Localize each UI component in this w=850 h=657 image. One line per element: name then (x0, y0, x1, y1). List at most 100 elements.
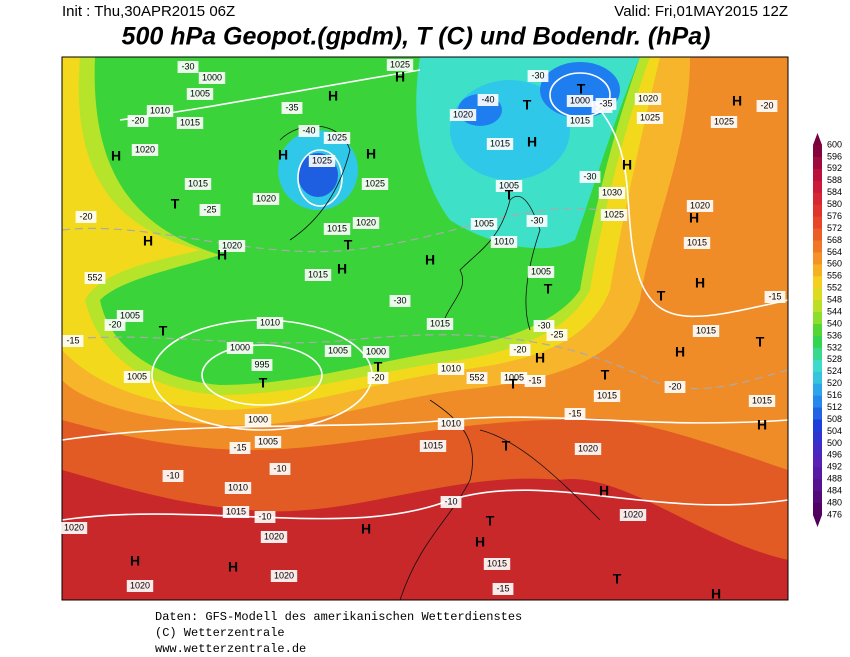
map-labels: H102510001005-3010101015-201020HH-35-401… (60, 59, 786, 602)
label-box (324, 345, 352, 357)
label-box (546, 329, 568, 341)
pressure-center: H (278, 147, 288, 163)
label-box (323, 223, 351, 235)
contour-label: 1005 (258, 436, 278, 446)
label-box (764, 291, 786, 303)
contour-label: 1020 (264, 531, 284, 541)
contour-label: -15 (528, 375, 541, 385)
color-bar-segment (813, 431, 822, 444)
pressure-center: H (535, 350, 545, 366)
contour-label: -30 (583, 171, 596, 181)
label-box (470, 218, 498, 230)
label-box (184, 178, 212, 190)
pressure-center: T (502, 438, 511, 454)
contour-label: -30 (531, 70, 544, 80)
label-box (564, 408, 586, 420)
label-box (449, 109, 477, 121)
contour-label: 1000 (230, 342, 250, 352)
contour-label: 1020 (453, 109, 473, 119)
contour-label: 1020 (64, 522, 84, 532)
contour-label: 1025 (640, 112, 660, 122)
pressure-center: H (475, 534, 485, 550)
contour-label: 1015 (423, 440, 443, 450)
label-box (756, 100, 778, 112)
color-bar-label: 584 (827, 187, 842, 197)
label-box (131, 144, 159, 156)
label-box (362, 346, 390, 358)
contour-label: 1010 (150, 105, 170, 115)
contour-label: 1015 (180, 117, 200, 127)
contour-label: 1020 (135, 144, 155, 154)
contour-label: -10 (273, 463, 286, 473)
color-bar-label: 516 (827, 390, 842, 400)
color-bar-segment (813, 264, 822, 277)
contour-label: 1000 (248, 414, 268, 424)
contour-label: 995 (254, 359, 269, 369)
pressure-center: H (622, 157, 632, 173)
pressure-center: T (159, 323, 168, 339)
label-box (367, 372, 389, 384)
color-bar-label: 488 (827, 474, 842, 484)
contour-label: 1010 (228, 482, 248, 492)
valid-time: Valid: Fri,01MAY2015 12Z (614, 3, 788, 20)
map-frame (61, 56, 789, 601)
pressure-center: H (337, 261, 347, 277)
contour-label: -10 (166, 470, 179, 480)
pressure-center: T (486, 513, 495, 529)
footer-line: Daten: GFS-Modell des amerikanischen Wet… (155, 610, 522, 624)
contour-label: 1000 (366, 346, 386, 356)
label-box (710, 116, 738, 128)
contour-label: -15 (496, 583, 509, 593)
color-bar-label: 552 (827, 283, 842, 293)
color-bar-label: 496 (827, 450, 842, 460)
contour-label: 1010 (494, 236, 514, 246)
color-bar: 600 596 592 588 584 580 576 572 568 564 560 556 552 5… (813, 133, 842, 527)
contour-label: 1020 (222, 240, 242, 250)
label-box (437, 418, 465, 430)
label-box (636, 112, 664, 124)
color-bar-segment (813, 192, 822, 206)
color-bar-segment (813, 419, 822, 432)
pressure-center: H (228, 559, 238, 575)
label-box (146, 105, 174, 117)
contour-label: 1015 (696, 325, 716, 335)
label-box (595, 98, 617, 110)
contour-label: -30 (393, 295, 406, 305)
pressure-center: T (259, 375, 268, 391)
label-box (269, 463, 291, 475)
contour-label: -20 (108, 319, 121, 329)
pressure-center: T (601, 367, 610, 383)
contour-label: 1005 (504, 372, 524, 382)
pressure-center: H (366, 146, 376, 162)
color-bar-segment (813, 180, 822, 194)
color-bar-label: 540 (827, 318, 842, 328)
color-bar-label: 500 (827, 438, 842, 448)
contour-label: 1020 (638, 93, 658, 103)
color-bar-label: 576 (827, 211, 842, 221)
pressure-center: H (695, 275, 705, 291)
contour-label: 1025 (390, 59, 410, 69)
pressure-center: T (374, 359, 383, 375)
pressure-center: H (143, 233, 153, 249)
label-box (495, 180, 523, 192)
color-bar-label: 572 (827, 223, 842, 233)
label-box (386, 59, 414, 71)
pressure-center: H (328, 88, 338, 104)
pressure-center: H (732, 93, 742, 109)
color-bar-segment (813, 228, 822, 241)
label-box (62, 335, 84, 347)
label-box (323, 132, 351, 144)
color-bar-segment (813, 145, 822, 158)
color-bar-label: 476 (827, 509, 842, 519)
color-bar-label: 560 (827, 259, 842, 269)
pressure-center: T (171, 196, 180, 212)
color-bar-segment (813, 335, 822, 349)
contour-label: 1020 (623, 509, 643, 519)
label-box (477, 94, 499, 106)
label-box (527, 70, 549, 82)
color-bar-label: 528 (827, 354, 842, 364)
color-bar-segment (813, 407, 822, 421)
pressure-center: T (523, 97, 532, 113)
color-bar-label: 580 (827, 199, 842, 209)
contour-label: -20 (371, 372, 384, 382)
